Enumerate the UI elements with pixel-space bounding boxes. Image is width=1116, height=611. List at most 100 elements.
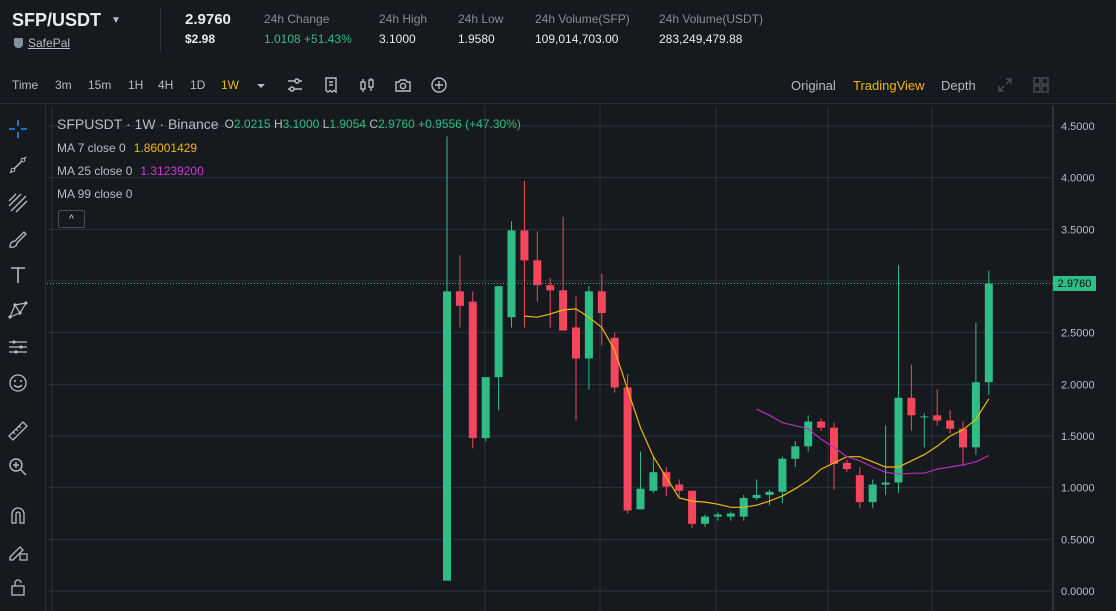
stat-24h-low: 24h Low 1.9580 xyxy=(458,12,503,46)
brand-link[interactable]: SafePal xyxy=(14,36,70,50)
chart-legend: SFPUSDT · 1W · Binance O2.0215 H3.1000 L… xyxy=(57,116,521,201)
chart-toolbar: Time 3m 15m 1H 4H 1D 1W Original Trading… xyxy=(0,68,1116,104)
interval-time[interactable]: Time xyxy=(12,78,39,92)
candle-body xyxy=(726,513,735,517)
candle-body xyxy=(765,491,774,495)
interval-1h[interactable]: 1H xyxy=(128,78,144,92)
stat-value: 3.1000 xyxy=(379,32,416,46)
candle-body xyxy=(507,230,516,318)
candle-body xyxy=(443,291,451,581)
settings-sliders-icon[interactable] xyxy=(286,76,304,94)
candle-body xyxy=(481,377,490,439)
interval-4h[interactable]: 4H xyxy=(158,78,174,92)
y-tick-label: 0.0000 xyxy=(1061,586,1095,598)
expand-icon[interactable] xyxy=(996,76,1014,94)
fib-icon[interactable] xyxy=(6,191,30,215)
lock-draw-icon[interactable] xyxy=(6,539,30,563)
candle-body xyxy=(649,472,658,491)
zoom-in-icon[interactable] xyxy=(6,455,30,479)
y-tick-label: 2.5000 xyxy=(1061,328,1095,340)
view-tradingview[interactable]: TradingView xyxy=(853,78,925,93)
candle-body xyxy=(855,475,864,503)
candle-body xyxy=(959,428,967,448)
last-price: 2.9760 xyxy=(185,11,231,28)
stat-value: 1.9580 xyxy=(458,32,495,46)
stat-label: 24h Volume(USDT) xyxy=(659,12,764,26)
stat-value: 1.0108 +51.43% xyxy=(264,32,352,46)
receipt-icon[interactable] xyxy=(322,76,340,94)
candle-body xyxy=(791,446,800,459)
candle-body xyxy=(920,416,929,418)
legend-ma7: MA 7 close 0 1.86001429 xyxy=(57,141,198,155)
legend-symbol: SFPUSDT · 1W · Binance xyxy=(57,116,219,132)
candle-body xyxy=(752,494,761,498)
candle-body xyxy=(584,291,593,359)
candle-body xyxy=(662,472,671,487)
brush-icon[interactable] xyxy=(6,227,30,251)
grid-layout-icon[interactable] xyxy=(1032,76,1050,94)
legend-ma99: MA 99 close 0 xyxy=(57,187,133,201)
interval-1d[interactable]: 1D xyxy=(190,78,206,92)
crosshair-icon[interactable] xyxy=(6,117,30,141)
candle-body xyxy=(881,482,890,485)
y-tick-label: 1.0000 xyxy=(1061,483,1095,495)
emoji-icon[interactable] xyxy=(6,371,30,395)
candle-body xyxy=(984,283,993,383)
candle-body xyxy=(688,490,697,524)
candle-type-icon[interactable] xyxy=(358,76,376,94)
text-icon[interactable] xyxy=(6,263,30,287)
candle-body xyxy=(675,484,684,491)
view-depth[interactable]: Depth xyxy=(941,78,976,93)
view-original[interactable]: Original xyxy=(791,78,836,93)
candle-body xyxy=(455,291,464,306)
candle-body xyxy=(842,462,851,470)
candle-body xyxy=(778,458,787,492)
candle-body xyxy=(546,285,555,291)
camera-icon[interactable] xyxy=(394,76,412,94)
trend-line-icon[interactable] xyxy=(6,153,30,177)
stat-value: 283,249,479.88 xyxy=(659,32,743,46)
candle-body xyxy=(623,387,632,511)
candle-body xyxy=(804,421,813,447)
chevron-down-icon[interactable]: ▼ xyxy=(111,15,121,26)
pair-name: SFP/USDT xyxy=(12,10,102,30)
interval-15m[interactable]: 15m xyxy=(88,78,112,92)
price-chart[interactable]: 4.50004.00003.50003.00002.50002.00001.50… xyxy=(47,106,1116,611)
candle-body xyxy=(610,337,619,388)
stat-label: 24h Volume(SFP) xyxy=(535,12,630,26)
pair-selector[interactable]: SFP/USDT ▼ xyxy=(12,10,121,31)
interval-1w[interactable]: 1W xyxy=(221,78,239,92)
stat-label: 24h Low xyxy=(458,12,504,26)
candle-body xyxy=(468,301,477,439)
y-tick-label: 1.5000 xyxy=(1061,431,1095,443)
lock-icon[interactable] xyxy=(6,575,30,599)
ma25-line xyxy=(756,408,990,475)
measure-icon[interactable] xyxy=(6,335,30,359)
interval-3m[interactable]: 3m xyxy=(55,78,72,92)
y-tick-label: 4.0000 xyxy=(1061,173,1095,185)
stat-label: 24h Change xyxy=(264,12,330,26)
stat-24h-change: 24h Change 1.0108 +51.43% xyxy=(264,12,352,46)
brand-label[interactable]: SafePal xyxy=(28,36,71,50)
magnet-icon[interactable] xyxy=(6,503,30,527)
candle-body xyxy=(971,382,980,448)
plus-circle-icon[interactable] xyxy=(430,76,448,94)
candle-body xyxy=(597,291,606,314)
chevron-down-icon[interactable] xyxy=(255,79,267,91)
candle-body xyxy=(572,327,580,359)
candle-body xyxy=(946,420,955,429)
ruler-icon[interactable] xyxy=(6,419,30,443)
candle-body xyxy=(494,286,503,378)
legend-collapse-button[interactable]: ^ xyxy=(58,210,85,228)
candle-body xyxy=(713,514,722,517)
chevron-up-icon: ^ xyxy=(69,213,74,225)
candle-body xyxy=(520,230,529,261)
candle-body xyxy=(533,260,542,286)
stat-24h-high: 24h High 3.1000 xyxy=(379,12,427,46)
stat-value: 109,014,703.00 xyxy=(535,32,619,46)
last-price-tag: 2.9760 xyxy=(1053,276,1096,292)
candle-body xyxy=(894,397,903,483)
pattern-icon[interactable] xyxy=(6,299,30,323)
candle-body xyxy=(868,484,877,503)
candle-body xyxy=(701,516,709,524)
